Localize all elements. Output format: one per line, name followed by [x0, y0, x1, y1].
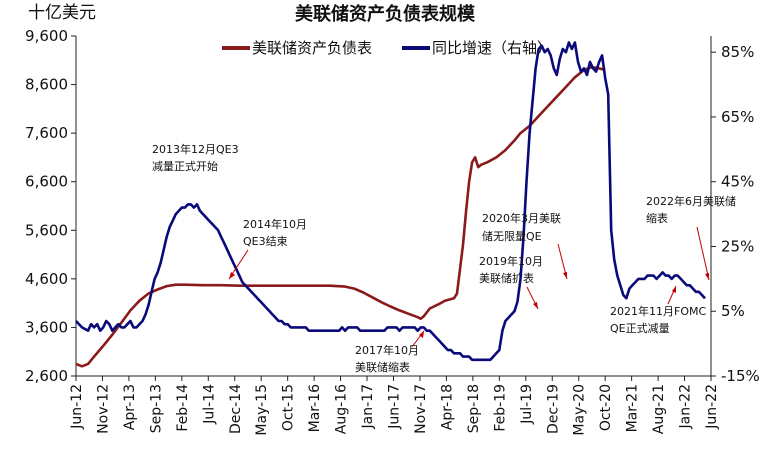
x-axis-tick-label: Jun-12	[69, 384, 85, 430]
chart-title: 美联储资产负债表规模	[295, 3, 476, 25]
left-axis-tick-label: 8,600	[25, 76, 68, 94]
legend-label-balance-sheet: 美联储资产负债表	[252, 39, 372, 57]
right-axis-tick-label: 5%	[721, 302, 745, 320]
x-axis-tick-label: Feb-19	[492, 384, 508, 432]
annotation-2021-taper-line2: QE正式减量	[610, 322, 670, 335]
x-axis-tick-label: May-15	[254, 384, 270, 436]
annotation-2022-qt-line2: 缩表	[646, 211, 668, 225]
annotation-2019-expansion: 2019年10月 美联储扩表	[479, 254, 543, 310]
x-axis-tick-label: Nov-17	[413, 384, 429, 434]
annotation-2017-taper: 2017年10月 美联储缩表	[355, 330, 425, 374]
annotations: 2013年12月QE3 减量正式开始 2014年10月 QE3结束 2017年1…	[152, 142, 736, 374]
annotation-2020-unlimited-qe-line1: 2020年3月美联	[482, 211, 561, 225]
x-axis-tick-label: Oct-20	[598, 384, 614, 431]
annotation-qe3-end: 2014年10月 QE3结束	[228, 217, 307, 280]
x-axis-tick-label: Apr-13	[122, 384, 138, 430]
annotation-2019-expansion-line2: 美联储扩表	[479, 271, 534, 285]
series-line-yoy-growth	[75, 41, 706, 362]
annotation-2019-expansion-line1: 2019年10月	[479, 254, 543, 268]
annotation-qe3-end-line1: 2014年10月	[243, 217, 307, 231]
annotation-2020-unlimited-qe-arrowhead	[563, 272, 567, 279]
x-axis-tick-label: Jan-22	[678, 384, 694, 429]
x-axis-tick-label: Nov-12	[95, 384, 111, 434]
x-axis-tick-label: Feb-14	[175, 384, 191, 432]
legend-label-yoy-growth: 同比增速（右轴）	[432, 39, 552, 57]
x-axis-tick-label: Mar-21	[625, 384, 641, 432]
annotation-2022-qt-arrowhead	[705, 273, 709, 280]
x-axis-tick-label: Sep-18	[466, 384, 482, 433]
left-axis-tick-label: 7,600	[25, 124, 68, 142]
right-axis-tick-label: -15%	[721, 367, 760, 385]
x-axis-tick-label: Sep-13	[148, 384, 164, 433]
legend: 美联储资产负债表 同比增速（右轴）	[222, 39, 552, 57]
annotation-2017-taper-line2: 美联储缩表	[355, 360, 410, 374]
x-axis-tick-label: Jul-14	[201, 384, 217, 425]
annotation-qe3-end-arrowhead	[229, 272, 235, 279]
x-axis-tick-label: Jul-19	[519, 384, 535, 425]
x-axis-tick-label: Dec-19	[545, 384, 561, 434]
annotation-2020-unlimited-qe-line2: 储无限量QE	[482, 229, 542, 243]
annotation-2021-taper: 2021年11月FOMC QE正式减量	[610, 285, 706, 335]
x-axis-tick-label: Mar-16	[307, 384, 323, 432]
left-axis-tick-label: 5,600	[25, 221, 68, 239]
annotation-2022-qt-line1: 2022年6月美联储	[646, 194, 736, 208]
left-axis-tick-label: 9,600	[25, 27, 68, 45]
right-axis-tick-label: 45%	[721, 173, 754, 191]
x-axis-tick-label: Jun-22	[704, 384, 720, 430]
x-axis-tick-label: May-20	[572, 384, 588, 436]
annotation-2017-taper-arrowhead	[419, 331, 424, 338]
x-axis-tick-label: Jan-17	[360, 384, 376, 429]
right-axis-tick-label: 65%	[721, 108, 754, 126]
x-axis-tick-label: Dec-14	[228, 384, 244, 434]
annotation-2021-taper-arrowhead	[672, 286, 676, 293]
annotation-qe3-taper-line1: 2013年12月QE3	[152, 142, 239, 156]
annotation-2020-unlimited-qe: 2020年3月美联 储无限量QE	[482, 211, 568, 280]
left-axis: 2,600 3,600 4,600 5,600 6,600 7,600 8,600 9,600	[25, 27, 76, 385]
annotation-2021-taper-line1: 2021年11月FOMC	[610, 304, 706, 318]
annotation-qe3-taper: 2013年12月QE3 减量正式开始	[152, 142, 239, 173]
x-axis-tick-label: Apr-18	[439, 384, 455, 430]
x-axis-tick-label: Oct-15	[281, 384, 297, 431]
x-axis-tick-label: Aug-21	[651, 384, 667, 434]
series-line-balance-sheet	[75, 66, 606, 368]
left-axis-tick-label: 3,600	[25, 318, 68, 336]
annotation-2022-qt-arrow	[696, 226, 710, 281]
annotation-2019-expansion-arrowhead	[533, 302, 538, 309]
left-axis-tick-label: 6,600	[25, 173, 68, 191]
x-axis-tick-label: Aug-16	[334, 384, 350, 434]
left-axis-unit: 十亿美元	[28, 3, 96, 23]
left-axis-tick-label: 4,600	[25, 270, 68, 288]
annotation-qe3-end-line2: QE3结束	[243, 235, 288, 248]
x-axis-tick-label: Jun-17	[387, 384, 403, 430]
annotation-2022-qt: 2022年6月美联储 缩表	[646, 194, 736, 281]
left-axis-tick-label: 2,600	[25, 367, 68, 385]
x-axis: Jun-12 Nov-12 Apr-13 Sep-13 Feb-14 Jul-14 Dec-…	[69, 376, 720, 436]
right-axis-tick-label: 85%	[721, 43, 754, 61]
annotation-qe3-taper-line2: 减量正式开始	[152, 159, 218, 173]
right-axis: -15% 5% 25% 45% 65% 85%	[711, 43, 760, 385]
annotation-2017-taper-line1: 2017年10月	[355, 343, 419, 357]
right-axis-tick-label: 25%	[721, 237, 754, 255]
